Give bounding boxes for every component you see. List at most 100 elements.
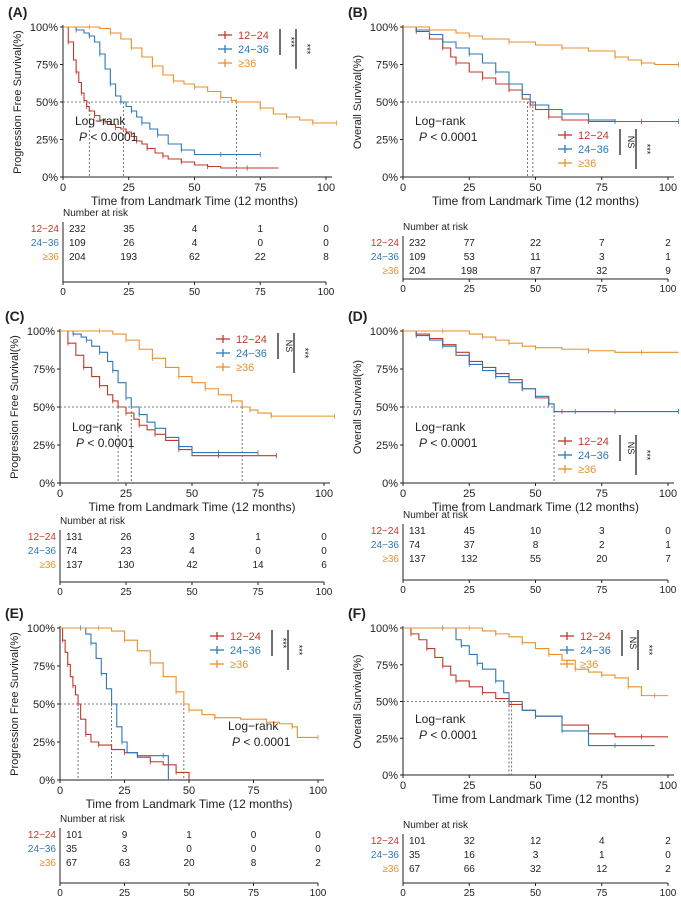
risk-group-label: 24−36: [28, 844, 57, 855]
risk-count: 0: [251, 844, 257, 855]
risk-group-label: ≥36: [42, 252, 59, 263]
p-value: < 0.0001: [427, 130, 478, 144]
y-tick-label: 50%: [376, 402, 398, 414]
risk-count: 67: [66, 858, 78, 869]
legend: 12−24 24−36 ≥36 NS ***: [558, 129, 652, 170]
risk-count: 67: [409, 864, 421, 875]
p-symbol: P: [419, 130, 427, 144]
risk-table-title: Number at risk: [60, 516, 126, 527]
risk-count: 0: [315, 830, 321, 841]
panel-label: (C): [5, 308, 24, 324]
legend: 12−24 24−36 ≥36 *** ***: [218, 29, 312, 70]
legend-label: 24−36: [578, 450, 609, 462]
risk-group-label: 12−24: [31, 224, 60, 235]
risk-x-tick-label: 75: [252, 587, 264, 598]
risk-count: 9: [665, 266, 671, 277]
risk-count: 3: [189, 532, 195, 543]
risk-table-title: Number at risk: [403, 222, 469, 233]
y-axis-label: Progression Free Survival(%): [12, 30, 24, 174]
risk-count: 74: [66, 546, 78, 557]
risk-x-tick-label: 25: [464, 284, 476, 295]
legend-label: 24−36: [238, 44, 269, 56]
x-tick-label: 100: [317, 182, 335, 194]
risk-x-tick-label: 50: [183, 888, 195, 899]
panel-label: (B): [348, 4, 367, 20]
risk-count: 0: [665, 850, 671, 861]
significance-label: ***: [644, 645, 654, 656]
risk-count: 204: [409, 266, 426, 277]
risk-count: 37: [464, 540, 476, 551]
legend-label: ≥36: [578, 158, 596, 170]
p-value-text: P < 0.0001: [76, 436, 135, 450]
x-tick-label: 50: [529, 488, 541, 500]
p-value: < 0.0001: [240, 735, 291, 749]
y-tick-label: 75%: [33, 661, 55, 673]
risk-group-label: ≥36: [39, 858, 56, 869]
x-axis-label: Time from Landmark Time (12 months): [89, 500, 296, 514]
risk-group-label: 24−36: [28, 546, 57, 557]
risk-x-tick-label: 25: [120, 587, 132, 598]
legend-label: 24−36: [578, 144, 609, 156]
risk-x-tick-label: 50: [530, 284, 542, 295]
risk-group-label: 24−36: [31, 238, 60, 249]
risk-count: 1: [665, 540, 671, 551]
risk-count: 4: [192, 238, 198, 249]
risk-count: 12: [530, 836, 542, 847]
risk-x-tick-label: 100: [660, 888, 677, 899]
legend-label: 24−36: [580, 645, 611, 657]
risk-x-tick-label: 75: [596, 585, 608, 596]
risk-count: 3: [599, 252, 605, 263]
legend-label: ≥36: [236, 362, 254, 374]
survival-curve-3: [403, 26, 679, 66]
risk-count: 4: [192, 224, 198, 235]
y-tick-label: 75%: [36, 60, 58, 72]
survival-curve-2: [403, 26, 679, 123]
p-symbol: P: [76, 436, 84, 450]
y-axis-label: Progression Free Survival(%): [9, 335, 21, 479]
test-label: Log−rank: [75, 114, 126, 128]
risk-x-tick-label: 100: [316, 587, 333, 598]
survival-curve-1: [63, 26, 279, 169]
legend-label: 12−24: [578, 130, 609, 142]
p-symbol: P: [419, 728, 427, 742]
risk-count: 131: [66, 532, 83, 543]
risk-group-label: 12−24: [28, 830, 57, 841]
test-label: Log−rank: [415, 420, 466, 434]
y-tick-label: 25%: [376, 733, 398, 745]
risk-count: 8: [323, 252, 329, 263]
risk-count: 32: [530, 864, 542, 875]
risk-count: 137: [66, 560, 83, 571]
risk-count: 0: [257, 238, 263, 249]
risk-count: 1: [186, 830, 192, 841]
risk-count: 22: [255, 252, 267, 263]
panel-label: (A): [8, 4, 27, 20]
y-tick-label: 100%: [370, 22, 398, 34]
risk-count: 1: [255, 532, 261, 543]
risk-count: 0: [251, 830, 257, 841]
x-tick-label: 50: [188, 182, 200, 194]
risk-count: 53: [464, 252, 476, 263]
risk-count: 3: [533, 850, 539, 861]
y-tick-label: 50%: [376, 697, 398, 709]
y-tick-label: 25%: [376, 135, 398, 147]
risk-count: 0: [315, 844, 321, 855]
x-tick-label: 25: [463, 780, 475, 792]
legend-label: 12−24: [236, 334, 267, 346]
risk-count: 198: [461, 266, 478, 277]
legend-label: ≥36: [238, 58, 256, 70]
survival-curve-1: [403, 26, 679, 123]
risk-count: 26: [120, 532, 132, 543]
y-axis-label: Overall Survival(%): [352, 55, 364, 149]
y-axis-label: Overall Survival(%): [352, 654, 364, 748]
risk-count: 7: [665, 554, 671, 565]
risk-count: 14: [252, 560, 264, 571]
risk-count: 35: [123, 224, 135, 235]
y-tick-label: 100%: [27, 326, 55, 338]
risk-count: 12: [596, 864, 608, 875]
